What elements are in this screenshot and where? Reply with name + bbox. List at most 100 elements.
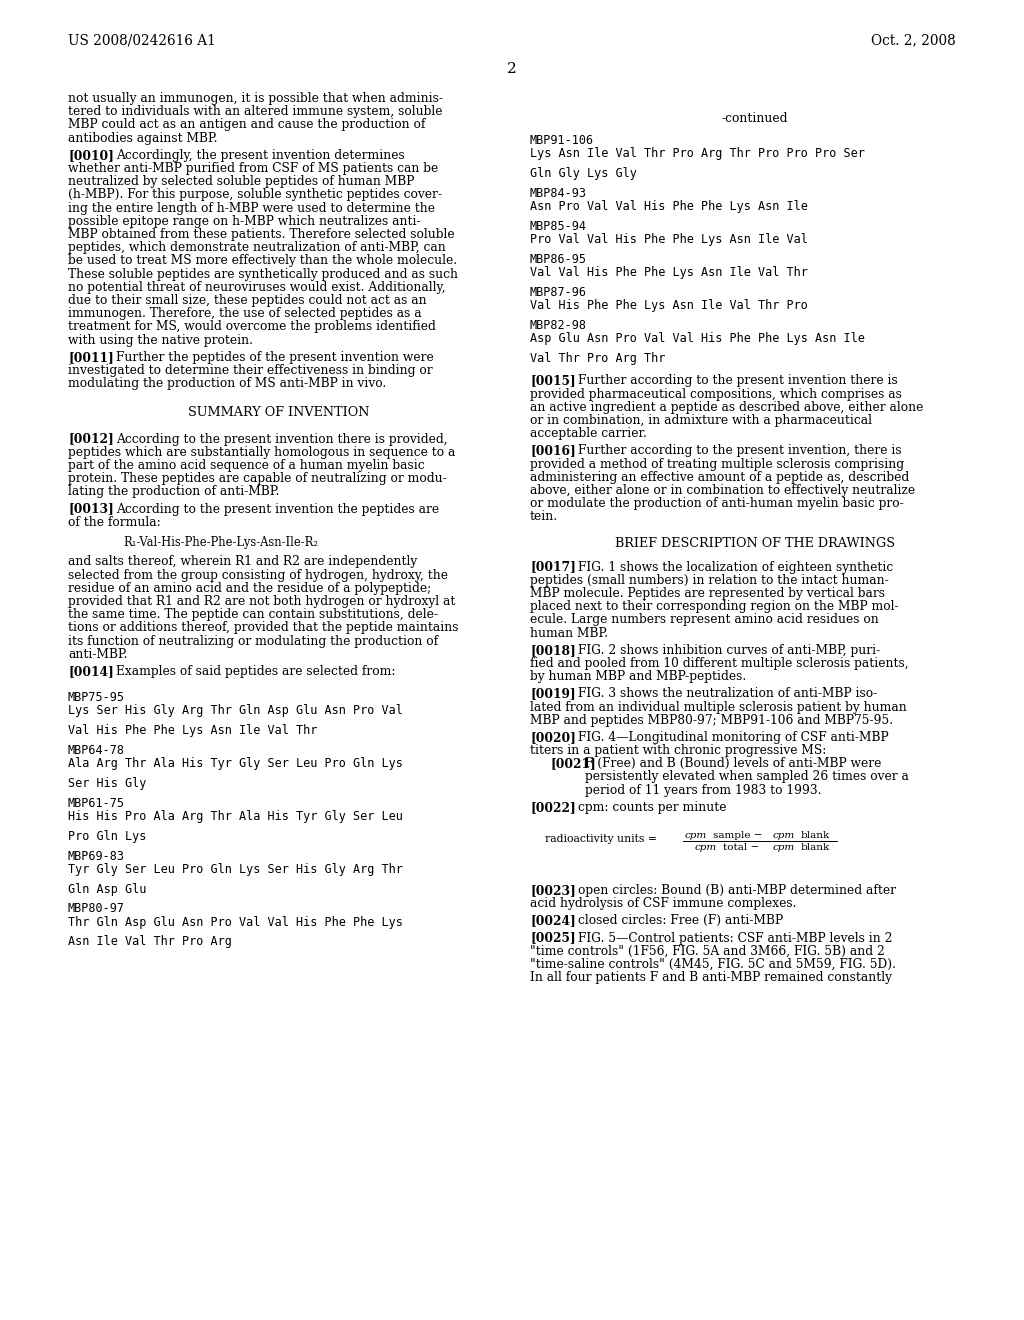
Text: MBP75-95: MBP75-95 bbox=[68, 692, 125, 705]
Text: peptides (small numbers) in relation to the intact human-: peptides (small numbers) in relation to … bbox=[530, 574, 889, 587]
Text: titers in a patient with chronic progressive MS:: titers in a patient with chronic progres… bbox=[530, 744, 826, 758]
Text: FIG. 2 shows inhibition curves of anti-MBP, puri-: FIG. 2 shows inhibition curves of anti-M… bbox=[578, 644, 881, 657]
Text: whether anti-MBP purified from CSF of MS patients can be: whether anti-MBP purified from CSF of MS… bbox=[68, 162, 438, 176]
Text: ing the entire length of h-MBP were used to determine the: ing the entire length of h-MBP were used… bbox=[68, 202, 435, 215]
Text: Val Val His Phe Phe Lys Asn Ile Val Thr: Val Val His Phe Phe Lys Asn Ile Val Thr bbox=[530, 267, 808, 280]
Text: FIG. 5—Control patients: CSF anti-MBP levels in 2: FIG. 5—Control patients: CSF anti-MBP le… bbox=[578, 932, 893, 945]
Text: protein. These peptides are capable of neutralizing or modu-: protein. These peptides are capable of n… bbox=[68, 473, 446, 486]
Text: blank: blank bbox=[801, 843, 830, 853]
Text: 2: 2 bbox=[507, 62, 517, 77]
Text: [0019]: [0019] bbox=[530, 688, 575, 701]
Text: MBP could act as an antigen and cause the production of: MBP could act as an antigen and cause th… bbox=[68, 119, 425, 132]
Text: MBP molecule. Peptides are represented by vertical bars: MBP molecule. Peptides are represented b… bbox=[530, 587, 885, 601]
Text: Gln Asp Glu: Gln Asp Glu bbox=[68, 883, 146, 896]
Text: Val Thr Pro Arg Thr: Val Thr Pro Arg Thr bbox=[530, 352, 666, 366]
Text: [0018]: [0018] bbox=[530, 644, 575, 657]
Text: be used to treat MS more effectively than the whole molecule.: be used to treat MS more effectively tha… bbox=[68, 255, 457, 268]
Text: MBP and peptides MBP80-97; MBP91-106 and MBP75-95.: MBP and peptides MBP80-97; MBP91-106 and… bbox=[530, 714, 893, 727]
Text: MBP64-78: MBP64-78 bbox=[68, 744, 125, 758]
Text: total −: total − bbox=[723, 843, 759, 853]
Text: the same time. The peptide can contain substitutions, dele-: the same time. The peptide can contain s… bbox=[68, 609, 438, 622]
Text: F (Free) and B (Bound) levels of anti-MBP were: F (Free) and B (Bound) levels of anti-MB… bbox=[585, 758, 882, 771]
Text: cpm: cpm bbox=[773, 830, 796, 840]
Text: Thr Gln Asp Glu Asn Pro Val Val His Phe Phe Lys: Thr Gln Asp Glu Asn Pro Val Val His Phe … bbox=[68, 916, 402, 929]
Text: above, either alone or in combination to effectively neutralize: above, either alone or in combination to… bbox=[530, 484, 915, 498]
Text: Gln Gly Lys Gly: Gln Gly Lys Gly bbox=[530, 168, 637, 181]
Text: peptides which are substantially homologous in sequence to a: peptides which are substantially homolog… bbox=[68, 446, 456, 459]
Text: [0016]: [0016] bbox=[530, 445, 575, 458]
Text: R₁-Val-His-Phe-Phe-Lys-Asn-Ile-R₂: R₁-Val-His-Phe-Phe-Lys-Asn-Ile-R₂ bbox=[123, 536, 318, 549]
Text: BRIEF DESCRIPTION OF THE DRAWINGS: BRIEF DESCRIPTION OF THE DRAWINGS bbox=[615, 537, 895, 550]
Text: sample −: sample − bbox=[713, 830, 763, 840]
Text: Oct. 2, 2008: Oct. 2, 2008 bbox=[871, 33, 956, 48]
Text: MBP86-95: MBP86-95 bbox=[530, 253, 587, 267]
Text: MBP84-93: MBP84-93 bbox=[530, 187, 587, 201]
Text: "time-saline controls" (4M45, FIG. 5C and 5M59, FIG. 5D).: "time-saline controls" (4M45, FIG. 5C an… bbox=[530, 958, 896, 972]
Text: His His Pro Ala Arg Thr Ala His Tyr Gly Ser Leu: His His Pro Ala Arg Thr Ala His Tyr Gly … bbox=[68, 810, 402, 824]
Text: lating the production of anti-MBP.: lating the production of anti-MBP. bbox=[68, 486, 280, 499]
Text: Pro Gln Lys: Pro Gln Lys bbox=[68, 830, 146, 843]
Text: Ala Arg Thr Ala His Tyr Gly Ser Leu Pro Gln Lys: Ala Arg Thr Ala His Tyr Gly Ser Leu Pro … bbox=[68, 758, 402, 771]
Text: tein.: tein. bbox=[530, 511, 558, 524]
Text: provided that R1 and R2 are not both hydrogen or hydroxyl at: provided that R1 and R2 are not both hyd… bbox=[68, 595, 456, 609]
Text: radioactivity units =: radioactivity units = bbox=[545, 834, 657, 843]
Text: anti-MBP.: anti-MBP. bbox=[68, 648, 128, 661]
Text: tions or additions thereof, provided that the peptide maintains: tions or additions thereof, provided tha… bbox=[68, 622, 459, 635]
Text: possible epitope range on h-MBP which neutralizes anti-: possible epitope range on h-MBP which ne… bbox=[68, 215, 421, 228]
Text: MBP87-96: MBP87-96 bbox=[530, 286, 587, 300]
Text: [0023]: [0023] bbox=[530, 884, 575, 898]
Text: According to the present invention the peptides are: According to the present invention the p… bbox=[116, 503, 439, 516]
Text: Val His Phe Phe Lys Asn Ile Val Thr: Val His Phe Phe Lys Asn Ile Val Thr bbox=[68, 725, 317, 738]
Text: Further according to the present invention there is: Further according to the present inventi… bbox=[578, 375, 898, 388]
Text: residue of an amino acid and the residue of a polypeptide;: residue of an amino acid and the residue… bbox=[68, 582, 431, 595]
Text: by human MBP and MBP-peptides.: by human MBP and MBP-peptides. bbox=[530, 671, 746, 684]
Text: MBP85-94: MBP85-94 bbox=[530, 220, 587, 234]
Text: provided a method of treating multiple sclerosis comprising: provided a method of treating multiple s… bbox=[530, 458, 904, 471]
Text: persistently elevated when sampled 26 times over a: persistently elevated when sampled 26 ti… bbox=[585, 771, 909, 784]
Text: Lys Asn Ile Val Thr Pro Arg Thr Pro Pro Pro Ser: Lys Asn Ile Val Thr Pro Arg Thr Pro Pro … bbox=[530, 148, 865, 161]
Text: acceptable carrier.: acceptable carrier. bbox=[530, 428, 647, 441]
Text: treatment for MS, would overcome the problems identified: treatment for MS, would overcome the pro… bbox=[68, 321, 436, 334]
Text: Asn Pro Val Val His Phe Phe Lys Asn Ile: Asn Pro Val Val His Phe Phe Lys Asn Ile bbox=[530, 201, 808, 214]
Text: These soluble peptides are synthetically produced and as such: These soluble peptides are synthetically… bbox=[68, 268, 458, 281]
Text: [0021]: [0021] bbox=[550, 758, 596, 771]
Text: administering an effective amount of a peptide as, described: administering an effective amount of a p… bbox=[530, 471, 909, 484]
Text: SUMMARY OF INVENTION: SUMMARY OF INVENTION bbox=[188, 407, 370, 420]
Text: selected from the group consisting of hydrogen, hydroxy, the: selected from the group consisting of hy… bbox=[68, 569, 449, 582]
Text: fied and pooled from 10 different multiple sclerosis patients,: fied and pooled from 10 different multip… bbox=[530, 657, 908, 671]
Text: Asn Ile Val Thr Pro Arg: Asn Ile Val Thr Pro Arg bbox=[68, 936, 231, 949]
Text: Ser His Gly: Ser His Gly bbox=[68, 777, 146, 791]
Text: MBP69-83: MBP69-83 bbox=[68, 850, 125, 863]
Text: FIG. 4—Longitudinal monitoring of CSF anti-MBP: FIG. 4—Longitudinal monitoring of CSF an… bbox=[578, 731, 889, 744]
Text: FIG. 1 shows the localization of eighteen synthetic: FIG. 1 shows the localization of eightee… bbox=[578, 561, 893, 574]
Text: MBP82-98: MBP82-98 bbox=[530, 319, 587, 333]
Text: Further the peptides of the present invention were: Further the peptides of the present inve… bbox=[116, 351, 434, 364]
Text: cpm: cpm bbox=[695, 843, 717, 853]
Text: not usually an immunogen, it is possible that when adminis-: not usually an immunogen, it is possible… bbox=[68, 92, 443, 106]
Text: MBP91-106: MBP91-106 bbox=[530, 135, 594, 148]
Text: Examples of said peptides are selected from:: Examples of said peptides are selected f… bbox=[116, 665, 395, 678]
Text: [0015]: [0015] bbox=[530, 375, 575, 388]
Text: Asp Glu Asn Pro Val Val His Phe Phe Lys Asn Ile: Asp Glu Asn Pro Val Val His Phe Phe Lys … bbox=[530, 333, 865, 346]
Text: closed circles: Free (F) anti-MBP: closed circles: Free (F) anti-MBP bbox=[578, 915, 783, 928]
Text: [0012]: [0012] bbox=[68, 433, 114, 446]
Text: or modulate the production of anti-human myelin basic pro-: or modulate the production of anti-human… bbox=[530, 498, 904, 511]
Text: acid hydrolysis of CSF immune complexes.: acid hydrolysis of CSF immune complexes. bbox=[530, 898, 797, 911]
Text: period of 11 years from 1983 to 1993.: period of 11 years from 1983 to 1993. bbox=[585, 784, 821, 797]
Text: neutralized by selected soluble peptides of human MBP: neutralized by selected soluble peptides… bbox=[68, 176, 415, 189]
Text: investigated to determine their effectiveness in binding or: investigated to determine their effectiv… bbox=[68, 364, 432, 378]
Text: Accordingly, the present invention determines: Accordingly, the present invention deter… bbox=[116, 149, 404, 162]
Text: modulating the production of MS anti-MBP in vivo.: modulating the production of MS anti-MBP… bbox=[68, 378, 386, 391]
Text: Pro Val Val His Phe Phe Lys Asn Ile Val: Pro Val Val His Phe Phe Lys Asn Ile Val bbox=[530, 234, 808, 247]
Text: cpm: cpm bbox=[685, 830, 708, 840]
Text: its function of neutralizing or modulating the production of: its function of neutralizing or modulati… bbox=[68, 635, 438, 648]
Text: part of the amino acid sequence of a human myelin basic: part of the amino acid sequence of a hum… bbox=[68, 459, 425, 473]
Text: human MBP.: human MBP. bbox=[530, 627, 608, 640]
Text: of the formula:: of the formula: bbox=[68, 516, 161, 529]
Text: Tyr Gly Ser Leu Pro Gln Lys Ser His Gly Arg Thr: Tyr Gly Ser Leu Pro Gln Lys Ser His Gly … bbox=[68, 863, 402, 876]
Text: with using the native protein.: with using the native protein. bbox=[68, 334, 253, 347]
Text: "time controls" (1F56, FIG. 5A and 3M66, FIG. 5B) and 2: "time controls" (1F56, FIG. 5A and 3M66,… bbox=[530, 945, 885, 958]
Text: ecule. Large numbers represent amino acid residues on: ecule. Large numbers represent amino aci… bbox=[530, 614, 879, 627]
Text: (h-MBP). For this purpose, soluble synthetic peptides cover-: (h-MBP). For this purpose, soluble synth… bbox=[68, 189, 442, 202]
Text: [0024]: [0024] bbox=[530, 915, 575, 928]
